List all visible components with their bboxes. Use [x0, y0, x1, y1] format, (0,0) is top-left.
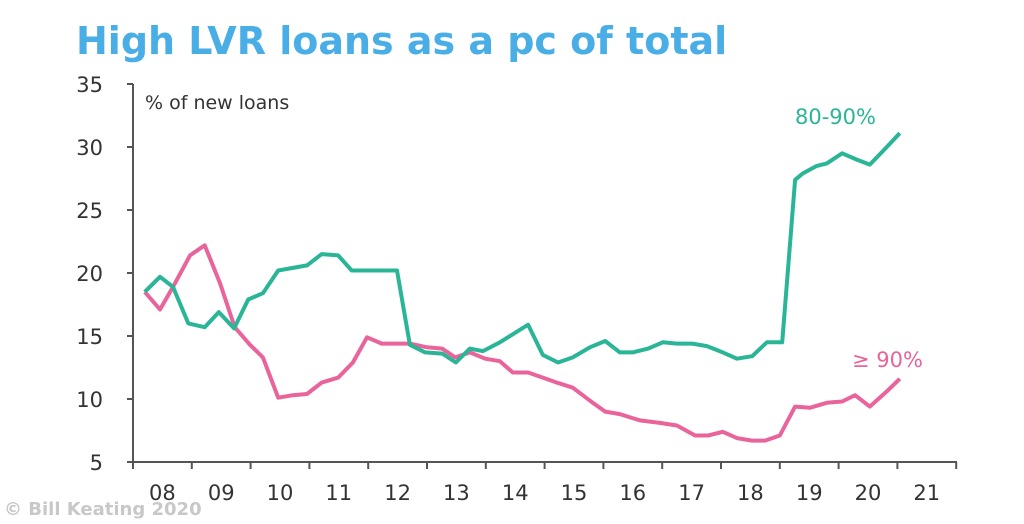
series-lines: [143, 131, 902, 443]
x-tick-label: 18: [737, 481, 764, 505]
x-tick-label: 11: [325, 481, 352, 505]
x-tick-label: 19: [796, 481, 823, 505]
y-ticks: 5 10 15 20 25 30 35: [76, 73, 133, 475]
y-tick-label: 30: [76, 136, 103, 160]
y-tick-label: 35: [76, 73, 103, 97]
y-tick-label: 15: [76, 325, 103, 349]
series-line-80-90: [143, 131, 902, 365]
chart-title: High LVR loans as a pc of total: [76, 19, 727, 63]
y-tick-label: 10: [76, 388, 103, 412]
x-tick-label: 08: [149, 481, 176, 505]
y-tick-label: 5: [90, 451, 103, 475]
series-label-80-90: 80-90%: [795, 105, 876, 129]
x-tick-label: 21: [913, 481, 940, 505]
x-tick-label: 12: [384, 481, 411, 505]
x-ticks: 08 09 10 11 12 13 14 15 16 17 18 19 20 21: [132, 462, 958, 505]
y-tick-label: 20: [76, 262, 103, 286]
x-tick-label: 13: [443, 481, 470, 505]
series-label-90-plus: ≥ 90%: [852, 348, 923, 372]
x-tick-label: 09: [208, 481, 235, 505]
x-tick-label: 10: [267, 481, 294, 505]
series-line-90-plus: [143, 243, 902, 443]
x-tick-label: 15: [561, 481, 588, 505]
y-axis-label: % of new loans: [145, 92, 289, 114]
y-tick-label: 25: [76, 199, 103, 223]
x-tick-label: 14: [502, 481, 529, 505]
watermark: © Bill Keating 2020: [4, 499, 202, 520]
x-tick-label: 20: [855, 481, 882, 505]
x-tick-label: 17: [678, 481, 705, 505]
x-tick-label: 16: [619, 481, 646, 505]
